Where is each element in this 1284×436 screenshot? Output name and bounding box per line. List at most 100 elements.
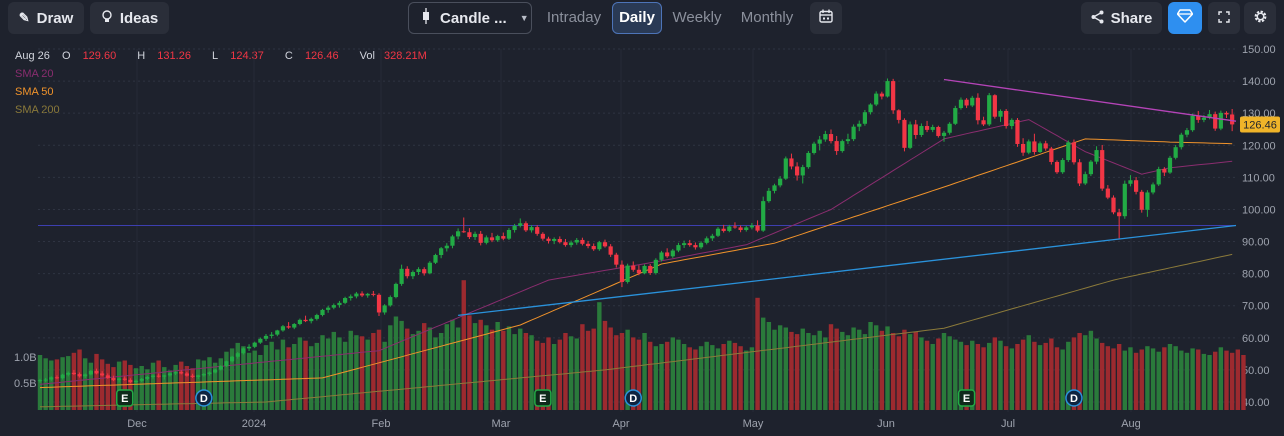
sma200-legend[interactable]: SMA 200 — [15, 104, 60, 116]
candle-body — [851, 126, 856, 140]
volume-bar — [924, 340, 930, 410]
y-tick-label: 90.00 — [1242, 237, 1270, 249]
volume-bar — [512, 334, 517, 410]
candle-body — [970, 97, 975, 106]
volume-bar — [698, 346, 704, 410]
x-tick-label: Aug — [1121, 418, 1141, 430]
volume-bar — [896, 336, 901, 410]
candle-body — [382, 305, 387, 313]
lightbulb-icon — [101, 9, 113, 27]
volume-bar — [1218, 347, 1224, 410]
draw-button[interactable]: ✎ Draw — [8, 2, 84, 34]
volume-bar — [122, 360, 127, 410]
dividend-badge — [195, 389, 213, 407]
candle-body — [292, 324, 297, 328]
volume-bar — [1100, 342, 1105, 410]
volume-bar — [874, 325, 879, 410]
candle-body — [410, 272, 415, 277]
tab-monthly[interactable]: Monthly — [740, 9, 794, 26]
candle-body — [162, 375, 167, 377]
candle-body — [653, 259, 658, 273]
y-tick-label: 130.00 — [1242, 108, 1276, 120]
volume-bar — [325, 338, 331, 410]
candle-body — [1100, 150, 1105, 189]
sma20-legend[interactable]: SMA 20 — [15, 68, 54, 80]
volume-bar — [551, 344, 557, 410]
candle-body — [66, 372, 71, 375]
candle-body — [795, 166, 800, 176]
volume-bar — [1173, 346, 1178, 410]
last-price-badge — [1240, 116, 1280, 133]
premium-button[interactable] — [1168, 2, 1202, 34]
volume-bar — [659, 344, 664, 410]
candle-body — [1117, 212, 1122, 217]
calendar-button[interactable] — [810, 2, 842, 34]
draw-label: Draw — [36, 9, 74, 27]
volume-bar — [94, 353, 99, 410]
chevron-down-icon: ▼ — [519, 13, 529, 23]
volume-bar — [190, 368, 195, 410]
volume-bar — [258, 355, 263, 410]
volume-bar — [636, 339, 642, 410]
candle-body — [834, 141, 839, 152]
volume-bar — [1088, 330, 1094, 410]
candle-body — [484, 237, 489, 243]
candle-body — [213, 369, 218, 373]
candle-body — [778, 178, 783, 186]
volume-bar — [789, 331, 794, 410]
candle-body — [1167, 157, 1173, 173]
volume-bar — [1196, 349, 1201, 410]
candle-body — [975, 97, 980, 121]
candle-body — [376, 294, 382, 313]
volume-bar — [721, 344, 726, 410]
volume-bar — [1066, 341, 1071, 410]
volume-bar — [433, 337, 438, 410]
volume-bar — [292, 344, 297, 410]
volume-bar — [450, 319, 455, 410]
share-button[interactable]: Share — [1081, 2, 1162, 34]
sma50-legend[interactable]: SMA 50 — [15, 86, 54, 98]
tab-intraday[interactable]: Intraday — [546, 9, 602, 26]
toolbar: ✎ Draw Ideas Candle ... ▼ Intraday Daily… — [0, 0, 1284, 38]
volume-bar — [116, 361, 122, 410]
candle-body — [800, 167, 805, 176]
candle-body — [958, 99, 964, 109]
candle-body — [981, 120, 986, 125]
candle-body — [450, 236, 455, 246]
earnings-badge — [116, 389, 134, 407]
tab-daily[interactable]: Daily — [612, 2, 662, 34]
candle-body — [1156, 169, 1161, 185]
volume-bar — [936, 338, 941, 410]
candle-body — [783, 158, 788, 179]
candle-body — [840, 141, 845, 152]
candle-body — [201, 374, 206, 376]
y-tick-label: 40.00 — [1242, 397, 1270, 409]
settings-button[interactable] — [1244, 2, 1276, 34]
volume-bar — [919, 337, 924, 410]
diamond-icon — [1176, 9, 1194, 27]
volume-bar — [1116, 344, 1122, 410]
candle-body — [1190, 115, 1195, 131]
candle-body — [49, 377, 54, 380]
candle-body — [552, 238, 557, 241]
candle-body — [258, 338, 263, 343]
gear-icon — [1253, 9, 1268, 28]
volume-bar — [687, 347, 692, 410]
volume-bar — [761, 317, 766, 410]
low-value: 124.37 — [230, 50, 264, 62]
volume-bar — [840, 331, 845, 410]
volume-bar — [755, 297, 760, 410]
candle-body — [535, 227, 540, 234]
volume-bar — [212, 362, 218, 410]
candle-body — [331, 305, 336, 308]
ideas-button[interactable]: Ideas — [90, 2, 169, 34]
chart-type-select[interactable]: Candle ... ▼ — [408, 2, 532, 34]
candle-body — [371, 293, 376, 295]
sma50-line — [39, 138, 1233, 389]
fullscreen-button[interactable] — [1208, 2, 1240, 34]
candle-body — [1173, 147, 1178, 158]
tab-weekly[interactable]: Weekly — [672, 9, 722, 26]
sma200-line — [39, 253, 1233, 408]
candle-body — [744, 227, 749, 230]
